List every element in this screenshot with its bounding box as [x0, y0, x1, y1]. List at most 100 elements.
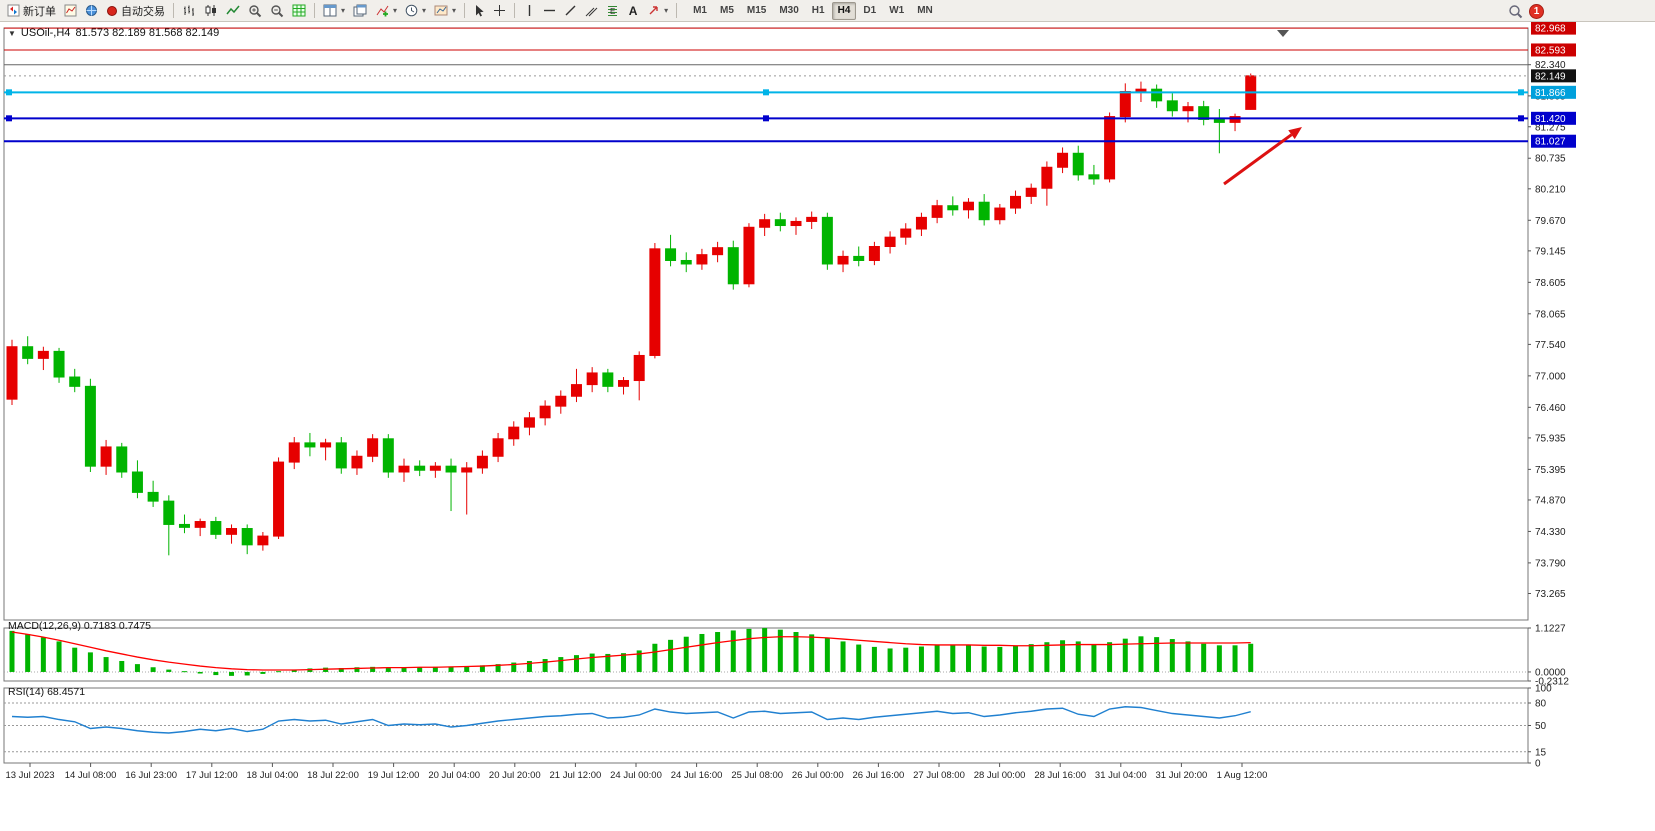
svg-text:13 Jul 2023: 13 Jul 2023 — [5, 770, 54, 781]
bar-chart-icon — [182, 4, 196, 17]
svg-text:80: 80 — [1535, 699, 1547, 710]
pane-frames — [3, 27, 1529, 764]
ohlc-values-text: 81.573 82.189 81.568 82.149 — [75, 27, 220, 39]
rsi-indicator-label: RSI(14) 68.4571 — [8, 686, 86, 698]
add-indicator-button[interactable]: ▾ — [371, 1, 401, 21]
tile-windows-icon — [323, 4, 337, 17]
bar-chart-button[interactable] — [178, 1, 200, 21]
trendline-icon — [564, 4, 577, 17]
timeframe-m1-button[interactable]: M1 — [693, 5, 707, 16]
zoom-out-icon — [270, 4, 284, 18]
timeframe-m15-button[interactable]: M15 — [746, 5, 767, 16]
svg-text:20 Jul 04:00: 20 Jul 04:00 — [428, 770, 480, 781]
fibonacci-tool-button[interactable]: E — [602, 1, 623, 21]
timeframe-toolbar: M1 M5 M15 M30 H1 H4 D1 W1 MN — [687, 1, 939, 20]
time-axis: 13 Jul 2023 14 Jul 08:00 16 Jul 23:00 17 Ju… — [5, 763, 1267, 781]
cascade-windows-button[interactable] — [349, 1, 371, 21]
fibonacci-icon: E — [606, 4, 619, 17]
dropdown-caret-icon: ▾ — [393, 6, 398, 15]
svg-text:26 Jul 16:00: 26 Jul 16:00 — [853, 770, 905, 781]
collapse-triangle-icon[interactable]: ▼ — [8, 28, 16, 38]
toolbar-separator — [514, 3, 516, 18]
toolbar-right-group: 1 — [1508, 0, 1544, 22]
svg-text:77.540: 77.540 — [1535, 340, 1566, 351]
price-axis: 82.34081.80581.27580.73580.21079.67079.1… — [1277, 21, 1576, 600]
horizontal-line-tool-button[interactable] — [539, 1, 560, 21]
svg-text:78.065: 78.065 — [1535, 309, 1566, 320]
new-order-button[interactable]: 新订单 — [3, 1, 60, 21]
svg-text:1.1227: 1.1227 — [1535, 624, 1566, 635]
svg-text:74.330: 74.330 — [1535, 527, 1566, 538]
grid-icon — [292, 4, 306, 17]
svg-text:73.790: 73.790 — [1535, 558, 1566, 569]
zoom-in-icon — [248, 4, 262, 18]
macd-indicator-label: MACD(12,26,9) 0.7183 0.7475 — [8, 620, 152, 632]
svg-text:E: E — [610, 7, 615, 16]
svg-text:1 Aug 12:00: 1 Aug 12:00 — [1217, 770, 1268, 781]
text-tool-button[interactable]: A — [623, 1, 643, 21]
zoom-in-button[interactable] — [244, 1, 266, 21]
svg-text:31 Jul 04:00: 31 Jul 04:00 — [1095, 770, 1147, 781]
vertical-line-tool-button[interactable] — [519, 1, 539, 21]
svg-text:28 Jul 16:00: 28 Jul 16:00 — [1034, 770, 1086, 781]
cursor-icon — [473, 4, 485, 17]
symbol-timeframe-text: USOil-,H4 — [20, 27, 71, 39]
line-chart-icon — [226, 4, 240, 17]
horizontal-line-icon — [543, 5, 556, 16]
crosshair-tool-button[interactable] — [489, 1, 510, 21]
cursor-tool-button[interactable] — [469, 1, 489, 21]
arrows-tool-button[interactable]: ▾ — [643, 1, 672, 21]
periods-button[interactable]: ▾ — [401, 1, 430, 21]
svg-text:77.000: 77.000 — [1535, 371, 1566, 382]
new-order-label: 新订单 — [23, 5, 56, 18]
auto-trading-button[interactable]: 自动交易 — [102, 1, 169, 21]
svg-text:16 Jul 23:00: 16 Jul 23:00 — [125, 770, 177, 781]
timeframe-d1-button[interactable]: D1 — [863, 5, 877, 16]
svg-text:24 Jul 16:00: 24 Jul 16:00 — [671, 770, 723, 781]
toolbar-separator — [676, 3, 678, 18]
toolbar-separator — [464, 3, 466, 18]
notification-badge[interactable]: 1 — [1529, 3, 1544, 19]
svg-text:79.670: 79.670 — [1535, 216, 1566, 227]
candlestick-chart-button[interactable] — [200, 1, 222, 21]
svg-text:79.145: 79.145 — [1535, 246, 1566, 257]
timeframe-w1-button[interactable]: W1 — [889, 5, 905, 16]
tile-windows-button[interactable]: ▾ — [319, 1, 349, 21]
new-order-icon — [7, 4, 20, 17]
market-watch-button[interactable] — [81, 1, 102, 21]
svg-text:75.935: 75.935 — [1535, 433, 1566, 444]
trendline-tool-button[interactable] — [560, 1, 581, 21]
search-icon[interactable] — [1508, 4, 1523, 19]
svg-text:20 Jul 20:00: 20 Jul 20:00 — [489, 770, 541, 781]
macd-pane: 1.1227 0.0000-0.2312 — [4, 624, 1569, 688]
channel-tool-button[interactable] — [581, 1, 602, 21]
crosshair-icon — [493, 4, 506, 17]
horizontal-line-objects[interactable] — [4, 27, 1528, 143]
timeframe-m5-button[interactable]: M5 — [719, 5, 734, 16]
timeframe-mn-button[interactable]: MN — [917, 5, 933, 16]
periods-icon — [405, 4, 418, 17]
zoom-out-button[interactable] — [266, 1, 288, 21]
svg-text:74.870: 74.870 — [1535, 495, 1566, 506]
templates-button[interactable]: ▾ — [430, 1, 460, 21]
chart-shift-marker-icon — [1277, 30, 1289, 37]
timeframe-h4-button[interactable]: H4 — [831, 1, 857, 20]
svg-text:73.265: 73.265 — [1535, 589, 1566, 600]
trend-arrow-annotation[interactable] — [1223, 127, 1302, 186]
svg-text:24 Jul 00:00: 24 Jul 00:00 — [610, 770, 662, 781]
dropdown-caret-icon: ▾ — [664, 6, 669, 15]
market-watch-icon — [85, 4, 98, 17]
charts-window-button[interactable] — [60, 1, 81, 21]
text-tool-icon: A — [628, 3, 638, 18]
svg-text:80.210: 80.210 — [1535, 184, 1566, 195]
svg-text:81.866: 81.866 — [1535, 88, 1566, 99]
line-chart-button[interactable] — [222, 1, 244, 21]
toolbar-separator — [173, 3, 174, 18]
svg-text:50: 50 — [1535, 721, 1547, 732]
timeframe-m30-button[interactable]: M30 — [779, 5, 799, 16]
grid-button[interactable] — [288, 1, 310, 21]
timeframe-h1-button[interactable]: H1 — [811, 5, 825, 16]
channel-icon — [585, 4, 598, 17]
svg-text:82.340: 82.340 — [1535, 60, 1566, 71]
